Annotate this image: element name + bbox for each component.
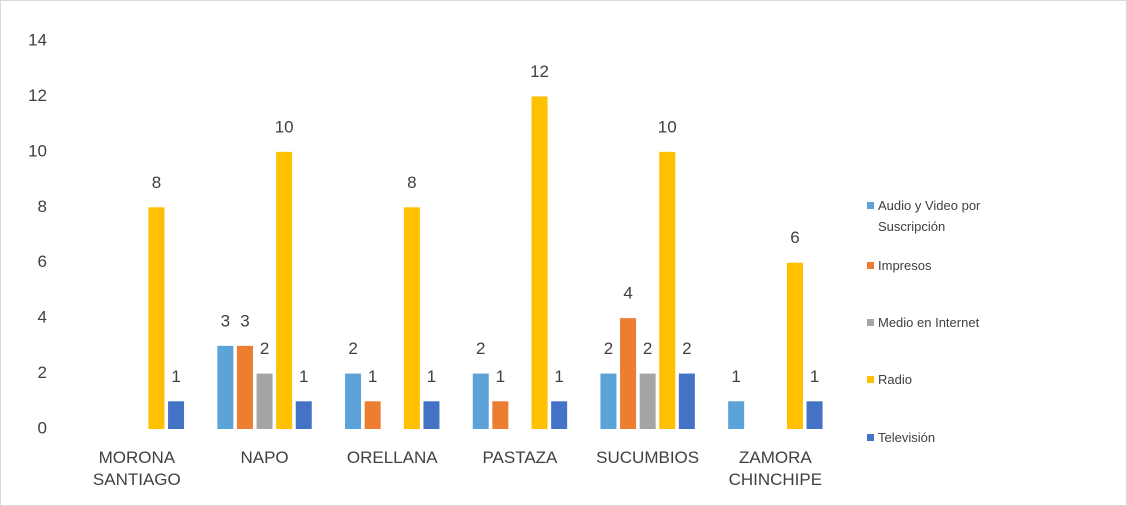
bar <box>678 373 695 429</box>
y-tick-label: 12 <box>28 86 47 105</box>
bar <box>256 373 273 429</box>
bar <box>148 207 165 429</box>
bar <box>403 207 420 429</box>
bar <box>639 373 656 429</box>
data-label: 2 <box>260 339 269 358</box>
data-label: 1 <box>554 367 563 386</box>
legend-label: Radio <box>878 372 912 387</box>
bar <box>217 345 234 429</box>
data-label: 6 <box>790 228 799 247</box>
legend-swatch <box>867 202 874 209</box>
data-label: 4 <box>623 284 632 303</box>
legend-label: Impresos <box>878 258 932 273</box>
data-label: 2 <box>348 339 357 358</box>
data-label: 2 <box>643 339 652 358</box>
bar <box>168 401 185 429</box>
x-tick-label: MORONA SANTIAGO <box>92 448 181 489</box>
y-tick-label: 0 <box>38 418 47 437</box>
data-label: 3 <box>221 311 230 330</box>
bar <box>492 401 509 429</box>
y-tick-label: 2 <box>38 363 47 382</box>
legend-swatch <box>867 262 874 269</box>
legend-label: Televisión <box>878 430 936 445</box>
legend-label: Medio en Internet <box>878 315 980 330</box>
data-label: 10 <box>658 117 677 136</box>
data-label: 8 <box>407 173 416 192</box>
bar <box>600 373 617 429</box>
bar <box>806 401 823 429</box>
bar <box>345 373 362 429</box>
bar <box>236 345 253 429</box>
y-tick-label: 10 <box>28 141 47 160</box>
data-label: 1 <box>171 367 180 386</box>
x-tick-label: SUCUMBIOS <box>596 448 700 467</box>
bar <box>423 401 440 429</box>
legend-swatch <box>867 434 874 441</box>
x-tick-label: ORELLANA <box>346 448 438 467</box>
bar <box>551 401 568 429</box>
bar <box>295 401 312 429</box>
data-label: 8 <box>152 173 161 192</box>
bar <box>276 151 293 429</box>
bar <box>786 262 803 429</box>
x-tick-label: NAPO <box>240 448 289 467</box>
data-label: 1 <box>368 367 377 386</box>
legend-swatch <box>867 376 874 383</box>
bar <box>728 401 745 429</box>
y-tick-label: 8 <box>38 197 47 216</box>
bar <box>659 151 676 429</box>
bar <box>472 373 489 429</box>
data-label: 10 <box>275 117 294 136</box>
legend-swatch <box>867 319 874 326</box>
data-label: 12 <box>530 62 549 81</box>
data-label: 2 <box>604 339 613 358</box>
x-tick-label: PASTAZA <box>482 448 558 467</box>
bar <box>620 318 637 429</box>
bar <box>364 401 381 429</box>
x-tick-label: ZAMORA CHINCHIPE <box>728 448 823 489</box>
data-label: 1 <box>427 367 436 386</box>
y-tick-label: 6 <box>38 252 47 271</box>
data-label: 1 <box>810 367 819 386</box>
y-tick-label: 14 <box>28 30 47 49</box>
data-label: 2 <box>476 339 485 358</box>
data-label: 2 <box>682 339 691 358</box>
data-label: 1 <box>496 367 505 386</box>
data-label: 1 <box>731 367 740 386</box>
data-label: 3 <box>240 311 249 330</box>
bar <box>531 96 548 429</box>
legend-label: Audio y Video por Suscripción <box>878 198 981 234</box>
y-tick-label: 4 <box>38 308 47 327</box>
data-label: 1 <box>299 367 308 386</box>
